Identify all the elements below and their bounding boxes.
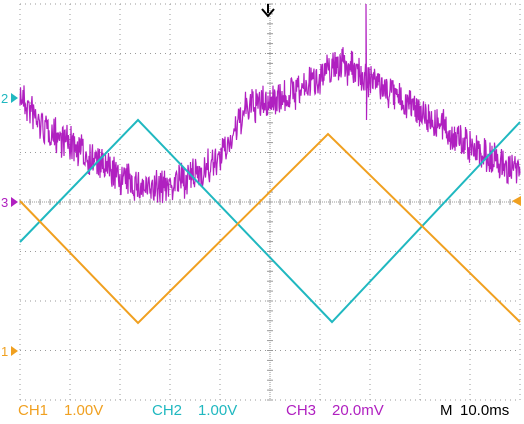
ch2-scale: 1.00V [198,402,238,419]
ch1-marker-label: 1 [1,344,8,359]
ch3-scale: 20.0mV [332,402,384,419]
ch1-scale: 1.00V [64,402,104,419]
ch1-label: CH1 [18,402,49,419]
ch3-label: CH3 [286,402,317,419]
right-arrow-icon [11,93,18,103]
ch2-label: CH2 [152,402,183,419]
timebase-value: 10.0ms [460,402,510,419]
ch1-ground-marker[interactable]: 1 [1,344,18,359]
status-bar: CH1 1.00V CH2 1.00V CH3 20.0mV M 10.0ms [0,400,524,424]
ch3-ground-marker[interactable]: 3 [1,195,18,210]
right-arrow-icon [11,197,18,207]
ch2-marker-label: 2 [1,91,8,106]
down-arrow-trigger-icon [261,4,275,18]
ch3-marker-label: 3 [1,195,8,210]
trigger-position-marker[interactable] [261,4,275,18]
ch2-ground-marker[interactable]: 2 [1,91,18,106]
ch2-trace [19,118,521,324]
right-arrow-icon [11,346,18,356]
left-arrow-trigger-level-icon [512,196,521,206]
ch1-trace [19,132,521,325]
trigger-level-marker[interactable] [512,196,521,206]
timebase-label: M [440,402,453,419]
ch3-trace [19,3,521,204]
